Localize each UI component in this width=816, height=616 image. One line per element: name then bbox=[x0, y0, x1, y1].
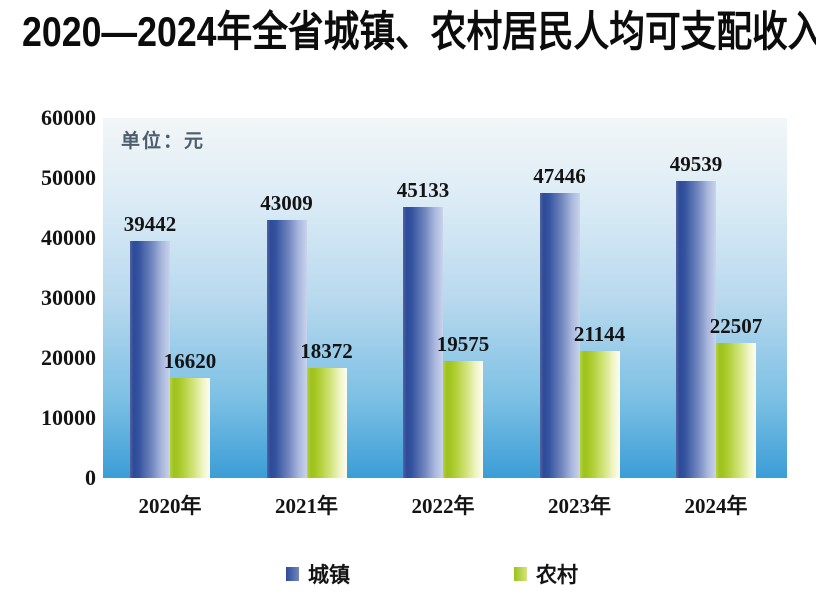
x-axis-label: 2020年 bbox=[138, 494, 202, 518]
x-axis-label: 2022年 bbox=[411, 494, 475, 518]
urban-swatch-icon bbox=[286, 567, 299, 581]
plot-area: 单位：元 39442 16620 43009 18372 45133 19575 47446… bbox=[103, 118, 787, 478]
bar-rural-2024年 bbox=[716, 343, 756, 478]
x-axis-label: 2024年 bbox=[684, 494, 748, 518]
bar-value-label: 45133 bbox=[396, 178, 450, 202]
bar-value-label: 47446 bbox=[533, 164, 586, 188]
y-axis-tick-label: 60000 bbox=[41, 105, 96, 130]
unit-label: 单位：元 bbox=[121, 131, 206, 152]
legend-item-rural: 农村 bbox=[514, 559, 578, 589]
bar-value-label: 21144 bbox=[573, 322, 626, 346]
y-axis-tick-label: 0 bbox=[85, 465, 96, 490]
bar-urban-2021年 bbox=[266, 220, 307, 478]
bar-value-label: 43009 bbox=[260, 191, 313, 215]
legend-label-urban: 城镇 bbox=[308, 563, 350, 587]
bar-value-label: 49539 bbox=[669, 152, 723, 176]
y-axis-tick-label: 40000 bbox=[41, 225, 96, 250]
x-axis-label: 2021年 bbox=[275, 494, 338, 518]
y-axis-tick-label: 10000 bbox=[41, 405, 96, 430]
bar-urban-2022年 bbox=[403, 207, 443, 478]
bar-rural-2020年 bbox=[170, 378, 210, 478]
bar-value-label: 16620 bbox=[163, 349, 217, 373]
bar-urban-2020年 bbox=[130, 241, 170, 478]
bar-rural-2021年 bbox=[306, 368, 347, 478]
x-axis-label: 2023年 bbox=[548, 494, 611, 518]
y-axis-tick-label: 50000 bbox=[41, 165, 96, 190]
bar-value-label: 39442 bbox=[123, 212, 177, 236]
chart-legend: 城镇 农村 bbox=[0, 559, 816, 587]
bar-urban-2024年 bbox=[676, 181, 716, 478]
y-axis-tick-label: 30000 bbox=[41, 285, 96, 310]
bar-value-label: 22507 bbox=[709, 314, 763, 338]
chart-title: 2020—2024年全省城镇、农村居民人均可支配收入 bbox=[22, 8, 816, 55]
legend-item-urban: 城镇 bbox=[286, 559, 350, 589]
bar-rural-2023年 bbox=[579, 351, 620, 478]
rural-swatch-icon bbox=[514, 567, 527, 581]
bar-value-label: 19575 bbox=[436, 332, 490, 356]
bar-urban-2023年 bbox=[539, 193, 580, 478]
y-axis-tick-label: 20000 bbox=[41, 345, 96, 370]
bar-rural-2022年 bbox=[443, 361, 483, 478]
legend-label-rural: 农村 bbox=[536, 563, 578, 587]
bar-value-label: 18372 bbox=[300, 339, 353, 363]
